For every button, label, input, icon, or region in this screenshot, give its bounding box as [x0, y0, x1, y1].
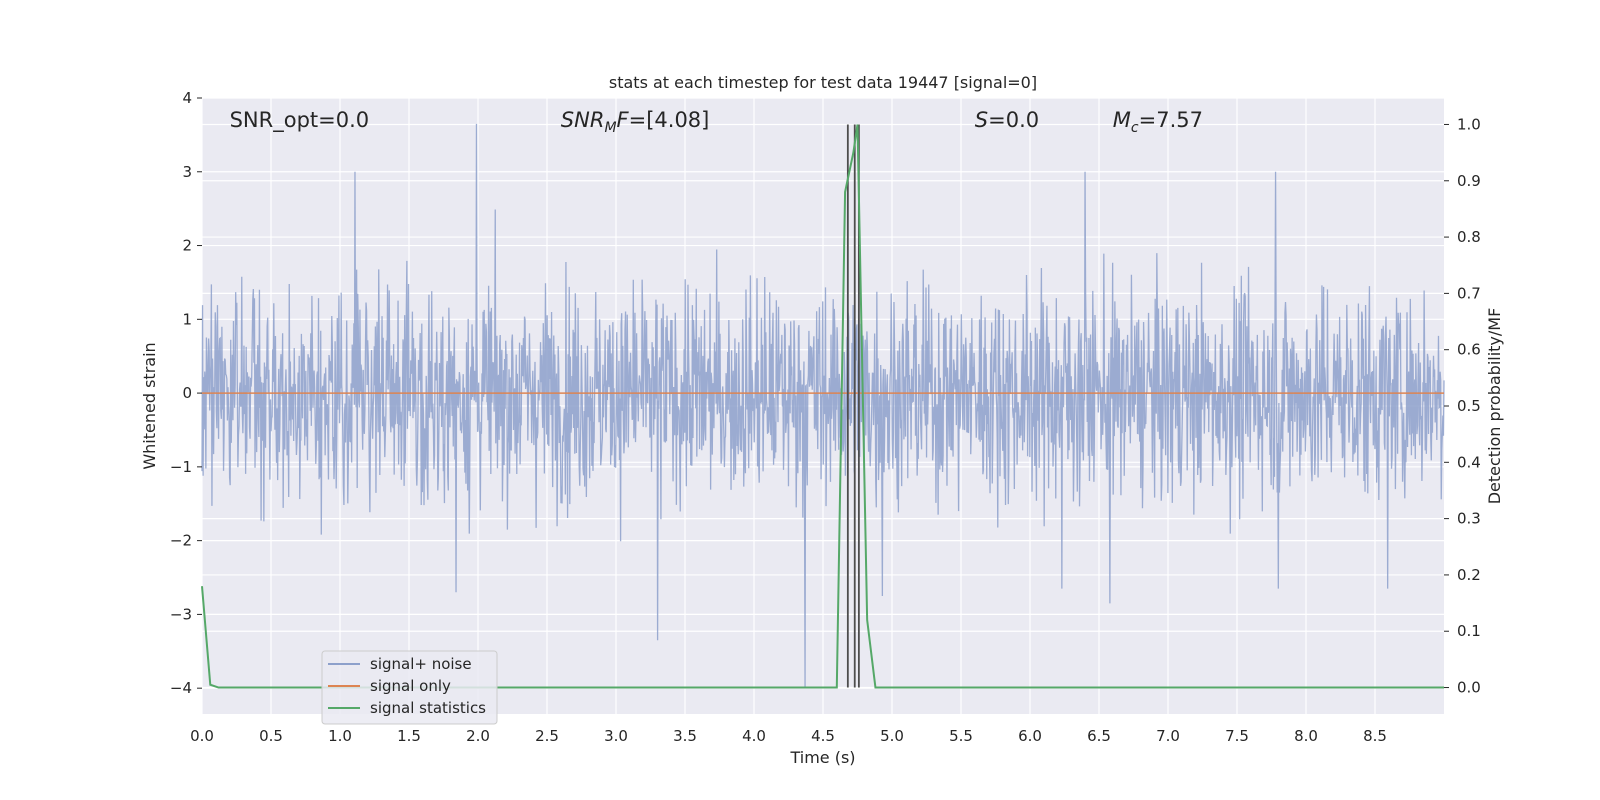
annotation-0: SNR_opt=0.0 [230, 108, 370, 133]
y-tick-label-6: −2 [170, 532, 192, 550]
annotation-3: Mc=7.57 [1113, 108, 1203, 136]
x-tick-label-3: 1.5 [397, 727, 421, 745]
y2-tick-label-7: 0.3 [1457, 510, 1481, 528]
x-axis-label: Time (s) [789, 748, 855, 767]
x-tick-label-4: 2.0 [466, 727, 490, 745]
x-tick-label-14: 7.0 [1156, 727, 1180, 745]
y2-axis-ticks: 1.0 0.9 0.8 0.7 0.6 0.5 0.4 0.3 0.2 0.1 0.0 [1444, 115, 1481, 697]
x-tick-label-1: 0.5 [259, 727, 283, 745]
y-tick-label-0: 4 [182, 89, 192, 107]
x-tick-label-16: 8.0 [1294, 727, 1318, 745]
annotation-2: S=0.0 [975, 108, 1039, 132]
y2-tick-label-6: 0.4 [1457, 453, 1481, 471]
x-tick-label-0: 0.0 [190, 727, 214, 745]
y-tick-label-7: −3 [170, 605, 192, 623]
line-signal-noise [201, 123, 1445, 689]
x-tick-label-13: 6.5 [1087, 727, 1111, 745]
y-tick-label-2: 2 [182, 237, 192, 255]
y-tick-label-3: 1 [182, 310, 192, 328]
y-tick-label-4: 0 [182, 384, 192, 402]
y2-tick-label-3: 0.7 [1457, 284, 1481, 302]
y2-tick-label-8: 0.2 [1457, 566, 1481, 584]
line-signal-statistics [201, 124, 1444, 689]
x-tick-label-6: 3.0 [604, 727, 628, 745]
y-tick-label-1: 3 [182, 163, 192, 181]
y-tick-label-5: −1 [170, 458, 192, 476]
y2-axis-label: Detection probability/MF [1485, 308, 1504, 505]
x-tick-label-15: 7.5 [1225, 727, 1249, 745]
y-axis-ticks: 4 3 2 1 0 −1 −2 −3 −4 [170, 89, 202, 697]
x-axis-ticks: 0.0 0.5 1.0 1.5 2.0 2.5 3.0 3.5 4.0 4.5 5.0 5.5 6.0 6… [190, 727, 1387, 745]
x-tick-label-12: 6.0 [1018, 727, 1042, 745]
series-signal-statistics [201, 124, 1444, 689]
annotation-1: SNRMF=[4.08] [561, 108, 710, 136]
y2-tick-label-10: 0.0 [1457, 679, 1481, 697]
x-tick-label-17: 8.5 [1363, 727, 1387, 745]
x-tick-label-8: 4.0 [742, 727, 766, 745]
x-tick-label-7: 3.5 [673, 727, 697, 745]
x-tick-label-5: 2.5 [535, 727, 559, 745]
chart-title: stats at each timestep for test data 194… [609, 73, 1037, 92]
y2-tick-label-9: 0.1 [1457, 622, 1481, 640]
legend-label-signal-statistics: signal statistics [370, 699, 486, 717]
legend-label-signal-noise: signal+ noise [370, 655, 472, 673]
y2-tick-label-0: 1.0 [1457, 115, 1481, 133]
x-tick-label-2: 1.0 [328, 727, 352, 745]
series-signal-noise [201, 123, 1445, 689]
x-tick-label-11: 5.5 [949, 727, 973, 745]
x-tick-label-10: 5.0 [880, 727, 904, 745]
y-tick-label-8: −4 [170, 679, 192, 697]
y2-tick-label-5: 0.5 [1457, 397, 1481, 415]
y2-tick-label-4: 0.6 [1457, 341, 1481, 359]
legend-label-signal-only: signal only [370, 677, 451, 695]
y-axis-label: Whitened strain [140, 342, 159, 469]
legend: signal+ noise signal only signal statist… [321, 650, 498, 725]
x-tick-label-9: 4.5 [811, 727, 835, 745]
legend-box [321, 650, 498, 725]
annotations: SNR_opt=0.0 SNRMF=[4.08] S=0.0 Mc=7.57 [230, 108, 1203, 136]
y2-tick-label-2: 0.8 [1457, 228, 1481, 246]
y2-tick-label-1: 0.9 [1457, 172, 1481, 190]
